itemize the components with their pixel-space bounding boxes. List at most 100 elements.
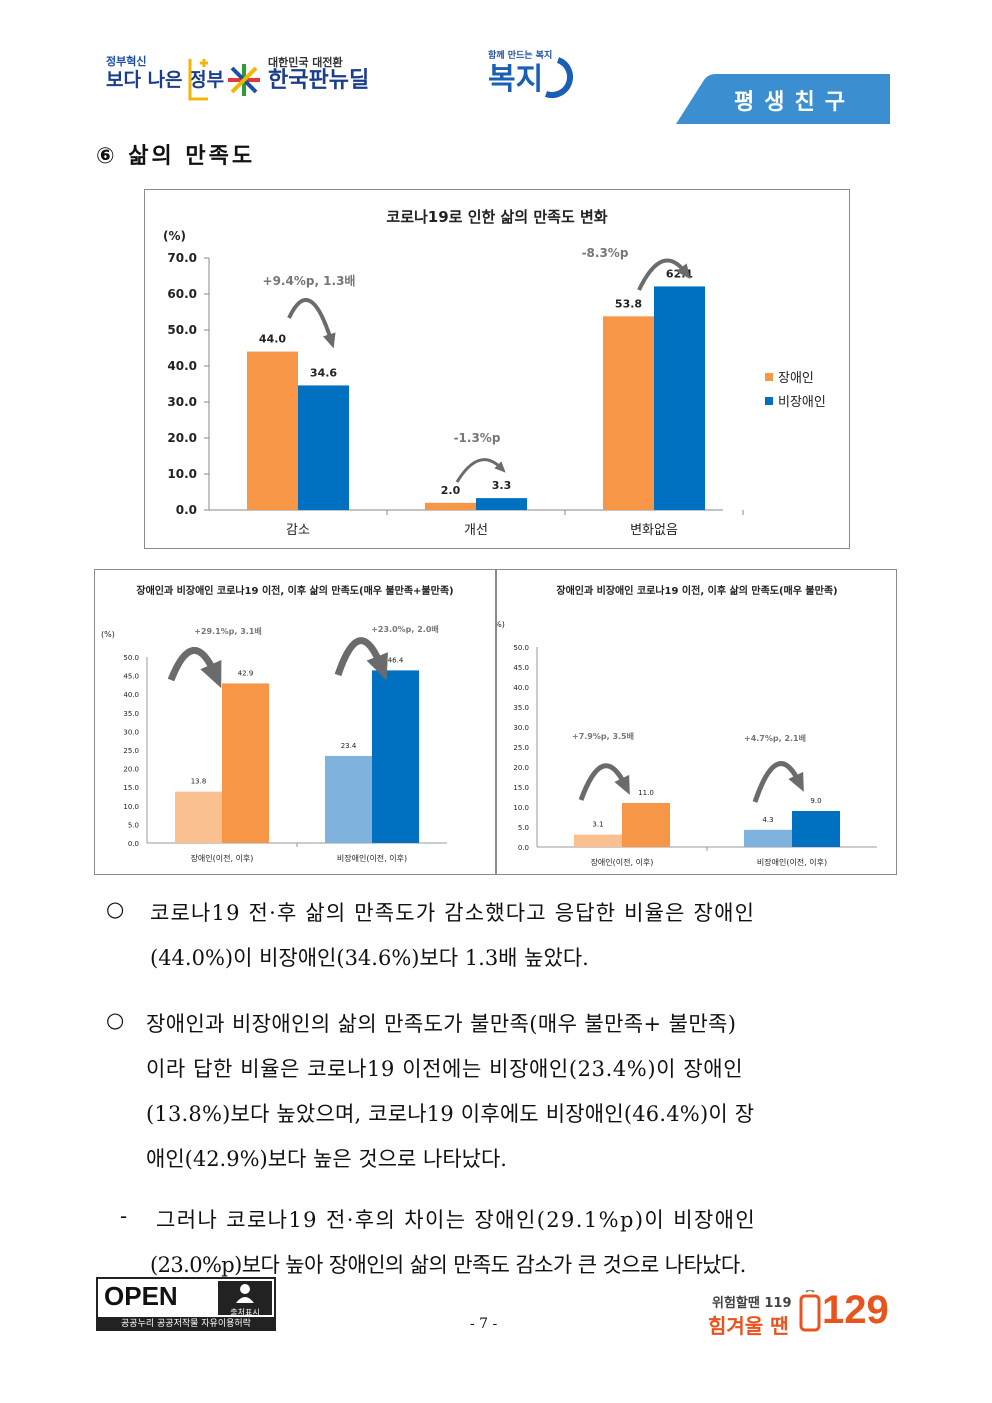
x-category-label: 개선 <box>464 523 488 538</box>
bar-value-label: 2.0 <box>441 484 461 497</box>
change-arrow <box>752 761 802 803</box>
logo-korean-new-deal: 대한민국 대전환 한국판뉴딜 <box>268 56 369 93</box>
bar-value-label: 34.6 <box>310 366 337 379</box>
logo1-big-text: 보다 나은 정부 <box>106 69 225 91</box>
y-tick-label: 5.0 <box>518 824 529 832</box>
header: 정부혁신 보다 나은 정부 대한민국 대전환 한국판뉴딜 함께 만드는 복지 복… <box>0 0 992 130</box>
change-arrow-decrease-head <box>322 332 336 349</box>
page-number: - 7 - <box>470 1316 498 1332</box>
bar-disabled <box>247 351 298 510</box>
y-tick-label: 40.0 <box>123 691 139 699</box>
bar-disabled <box>603 316 654 510</box>
para-3-line-1: 그러나 코로나19 전·후의 차이는 장애인(29.1%p)이 비장애인 <box>156 1208 757 1232</box>
bar-after <box>622 803 670 847</box>
y-tick-label: 35.0 <box>513 704 529 712</box>
y-tick-label: 40.0 <box>513 684 529 692</box>
y-axis-unit: (%) <box>497 620 505 629</box>
change-arrow-improve <box>455 458 503 483</box>
y-tick-label: 30.0 <box>513 724 529 732</box>
y-axis-unit: (%) <box>101 630 115 639</box>
para-1-line-1: 코로나19 전·후 삶의 만족도가 감소했다고 응답한 비율은 장애인 <box>150 901 756 925</box>
legend-swatch-disabled <box>765 373 773 381</box>
y-tick-label: 30.0 <box>123 728 139 736</box>
change-arrow-decrease <box>287 297 333 341</box>
y-tick-label: 20.0 <box>513 764 529 772</box>
header-tab: 평생친구 <box>676 74 890 124</box>
x-category-label: 감소 <box>286 523 310 538</box>
hotline-small: 위험할땐 119 <box>712 1296 792 1311</box>
bar-value-label: 4.3 <box>762 816 773 824</box>
bar-value-label: 13.8 <box>191 778 207 786</box>
x-category-label: 장애인(이전, 이후) <box>191 853 254 863</box>
y-tick-label: 20.0 <box>167 431 197 445</box>
person-icon <box>236 1284 254 1303</box>
y-tick-label: 20.0 <box>123 766 139 774</box>
bar-after <box>792 811 840 847</box>
legend-swatch-nondisabled <box>765 397 773 405</box>
change-arrow-head <box>366 652 388 681</box>
bar-after <box>222 683 269 843</box>
change-annotation: +29.1%p, 3.1배 <box>194 626 262 636</box>
y-tick-label: 70.0 <box>167 251 197 265</box>
para-2-line-1: 장애인과 비장애인의 삶의 만족도가 불만족(매우 불만족+ 불만족) <box>146 1012 737 1036</box>
y-tick-label: 25.0 <box>123 747 139 755</box>
para-2-line-3: (13.8%)보다 높았으며, 코로나19 이후에도 비장애인(46.4%)이 … <box>146 1102 755 1126</box>
y-tick-label: 60.0 <box>167 287 197 301</box>
y-tick-label: 15.0 <box>513 784 529 792</box>
bar-nondisabled <box>654 286 705 510</box>
y-tick-label: 30.0 <box>167 395 197 409</box>
change-arrow-nochange <box>637 258 687 291</box>
y-tick-label: 0.0 <box>176 503 197 517</box>
y-tick-label: 25.0 <box>513 744 529 752</box>
bar-before <box>744 829 792 847</box>
change-annotation: +7.9%p, 3.5배 <box>572 731 634 741</box>
x-category-label: 장애인(이전, 이후) <box>591 857 654 867</box>
dash-3: - <box>120 1204 128 1228</box>
change-arrow-head <box>200 659 222 689</box>
logo-government-innovation: 정부혁신 보다 나은 정부 <box>106 55 224 92</box>
y-tick-label: 50.0 <box>123 654 139 662</box>
bar-value-label: 9.0 <box>810 797 821 805</box>
y-tick-label: 10.0 <box>167 467 197 481</box>
source-label: 출처표시 <box>230 1308 260 1317</box>
y-tick-label: 40.0 <box>167 359 197 373</box>
open-label: OPEN <box>104 1281 178 1311</box>
para-2-line-4: 애인(42.9%)보다 높은 것으로 나타났다. <box>146 1147 507 1171</box>
y-tick-label: 50.0 <box>167 323 197 337</box>
change-arrow-head <box>614 774 630 795</box>
bar-nondisabled <box>476 498 527 510</box>
bar-value-label: 53.8 <box>615 297 642 310</box>
phone-icon <box>798 1289 822 1334</box>
tab-label: 평생친구 <box>734 90 855 115</box>
chart-main-frame: 코로나19로 인한 삶의 만족도 변화 (%) 0.0 10.0 20.0 30.0 40.… <box>144 189 850 549</box>
bar-value-label: 3.3 <box>492 479 512 492</box>
bar-after <box>372 670 419 843</box>
bar-disabled <box>425 502 476 510</box>
y-tick-label: 45.0 <box>513 664 529 672</box>
bar-before <box>325 755 372 843</box>
chart-title: 코로나19로 인한 삶의 만족도 변화 <box>386 208 607 226</box>
change-arrow-nochange-head <box>676 263 691 279</box>
chart-main: 코로나19로 인한 삶의 만족도 변화 (%) 0.0 10.0 20.0 30.0 40.… <box>163 208 826 538</box>
y-tick-label: 15.0 <box>123 784 139 792</box>
change-arrow <box>578 763 628 801</box>
para-3-line-2: (23.0%p)보다 높아 장애인의 삶의 만족도 감소가 큰 것으로 나타났다… <box>150 1253 746 1277</box>
legend-label-nondisabled: 비장애인 <box>778 395 826 410</box>
bar-before <box>574 834 622 847</box>
annotation-decrease: +9.4%p, 1.3배 <box>263 273 356 288</box>
logo1-small-text: 정부혁신 <box>106 55 147 68</box>
bullet-2: ○ <box>106 1008 125 1032</box>
change-annotation: +23.0%p, 2.0배 <box>371 624 439 634</box>
bar-value-label: 11.0 <box>638 789 654 797</box>
y-tick-label: 10.0 <box>513 804 529 812</box>
change-arrow-improve-head <box>494 461 506 473</box>
y-tick-label: 45.0 <box>123 673 139 681</box>
kogl-badge: OPEN 출처표시 공공누리 공공저작물 자유이용허락 <box>96 1277 276 1331</box>
chart-title: 장애인과 비장애인 코로나19 이전, 이후 삶의 만족도(매우 불만족+불만족… <box>136 584 453 597</box>
hotline-banner: 위험할땐 119 힘겨울 땐 129 <box>706 1280 898 1338</box>
bar-value-label: 46.4 <box>388 656 404 664</box>
hotline-number: 129 <box>822 1288 889 1332</box>
plus-icon <box>186 55 212 103</box>
chart-dissatisfied: 장애인과 비장애인 코로나19 이전, 이후 삶의 만족도(매우 불만족+불만족… <box>101 584 454 863</box>
chart-dissatisfied-frame: 장애인과 비장애인 코로나19 이전, 이후 삶의 만족도(매우 불만족+불만족… <box>94 569 496 875</box>
